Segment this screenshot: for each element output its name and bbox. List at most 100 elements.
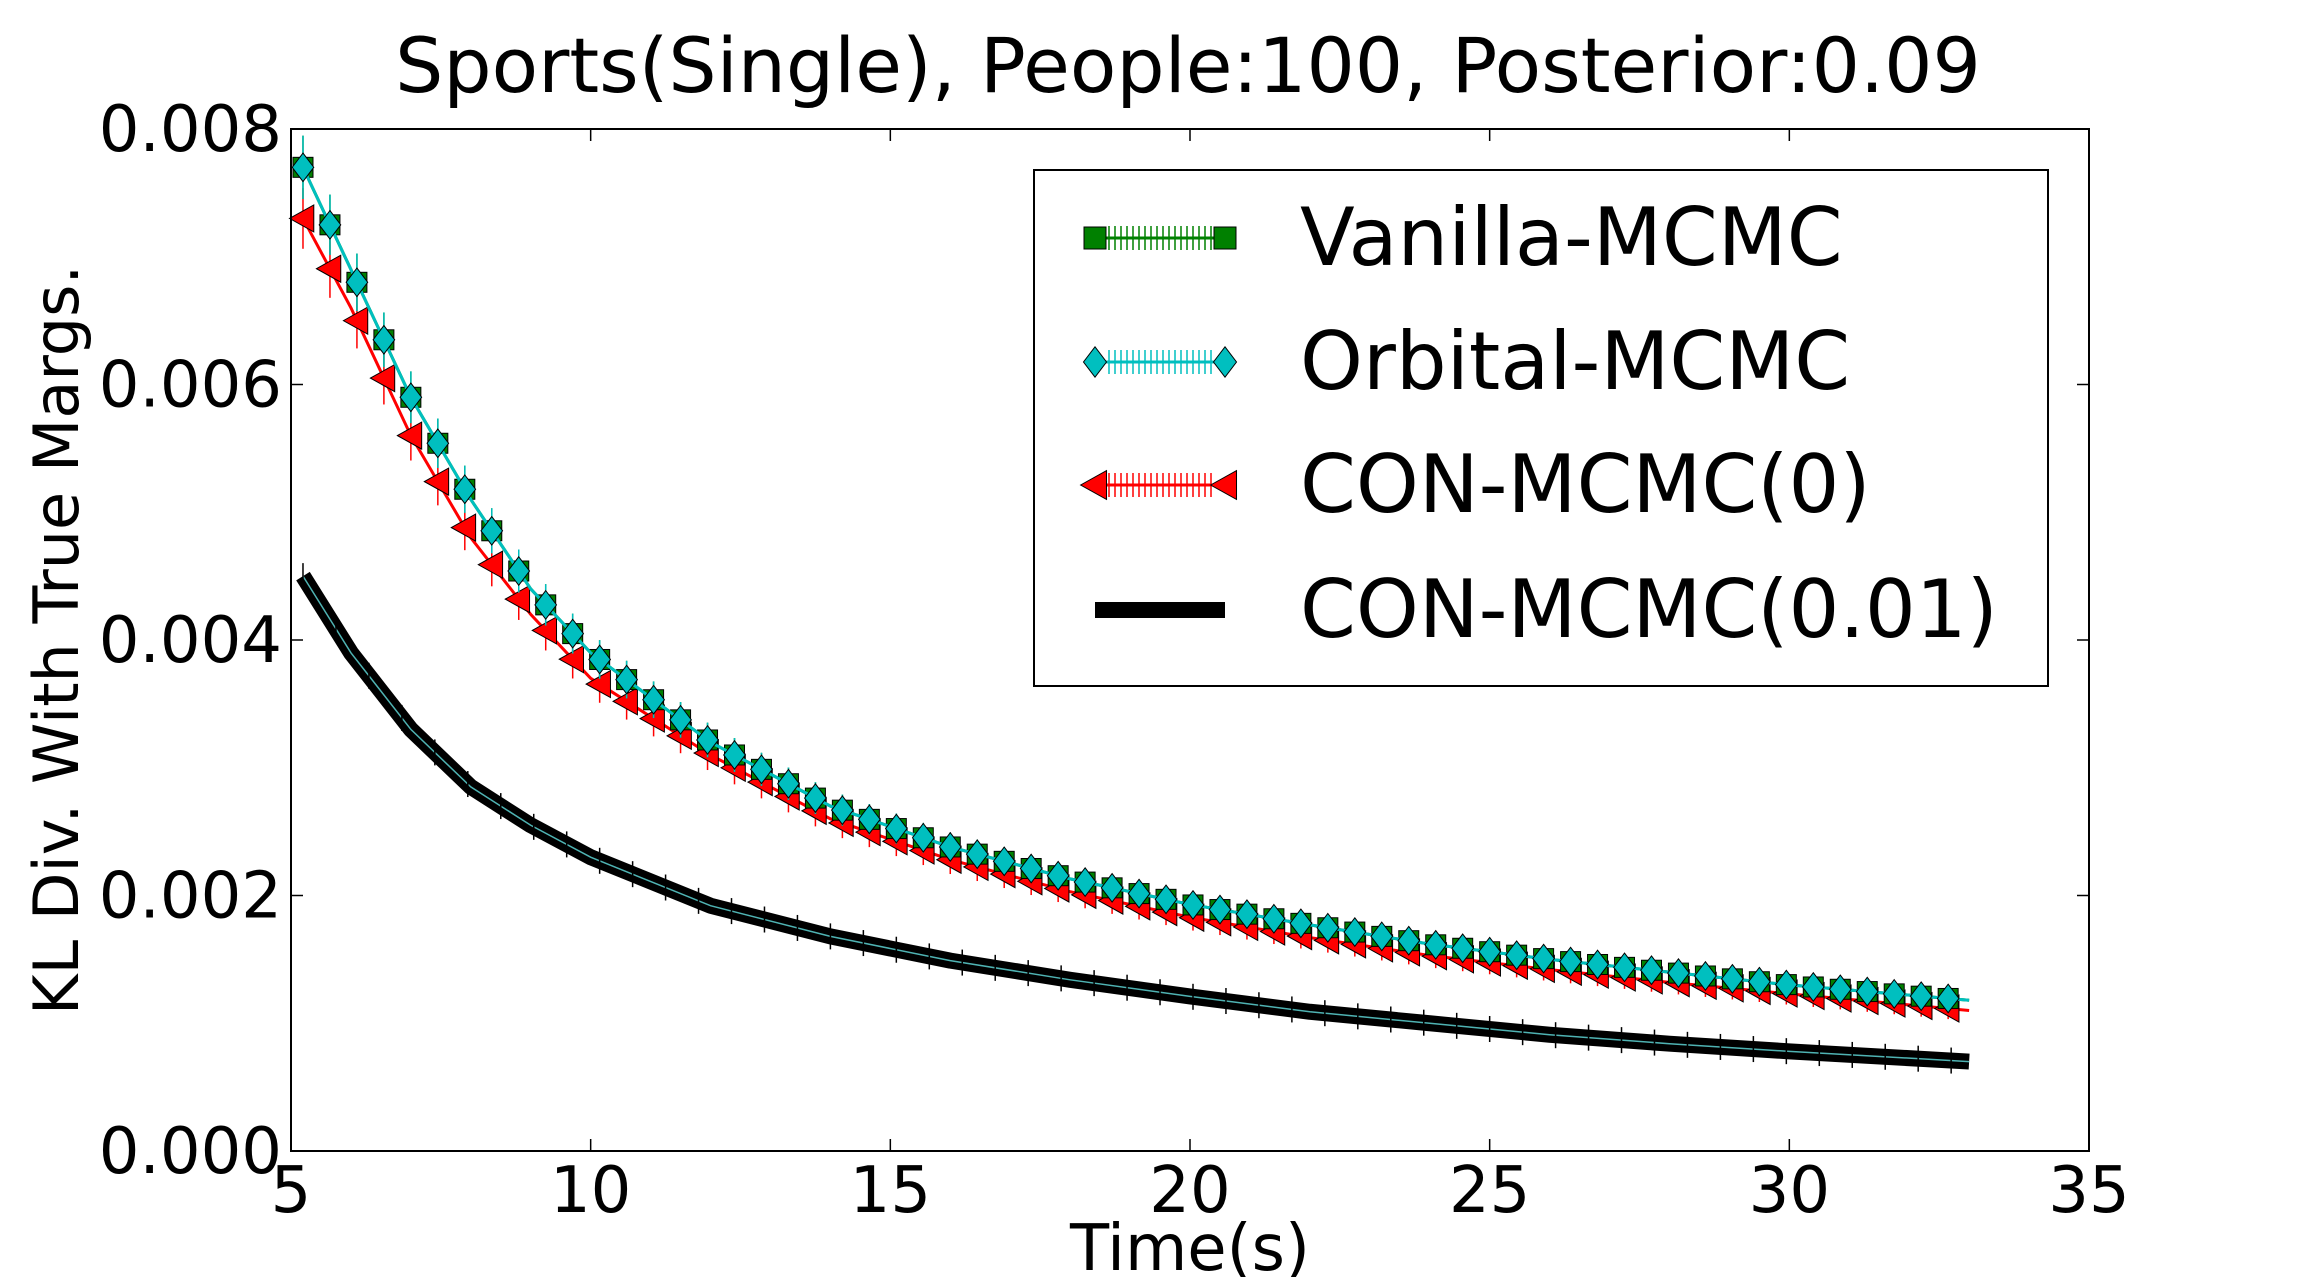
data-point [453,474,477,505]
data-point [669,704,692,735]
data-point [1640,955,1663,986]
data-point [291,152,315,183]
data-point [423,467,450,496]
data-point [1397,925,1421,956]
data-point [1532,943,1556,974]
y-tick-label: 0.002 [99,860,282,934]
series-con-mcmc-0-01- [296,563,1970,1074]
data-point [1505,940,1529,971]
data-point [1613,952,1636,983]
data-point [558,644,584,674]
data-point [399,382,423,413]
y-axis-label: KL Div. With True Margs. [20,265,93,1015]
data-point [1046,860,1070,891]
x-tick-label: 30 [1749,1154,1830,1228]
data-point [1720,963,1744,994]
data-point [504,584,531,614]
data-point [965,839,989,870]
data-point [1073,867,1097,898]
legend-item: CON-MCMC(0) [1079,438,1871,531]
x-tick-label: 5 [271,1154,312,1228]
data-point [1909,981,1933,1012]
data-point [642,684,666,715]
data-point [477,550,504,579]
data-point [1478,936,1502,967]
data-point [1801,971,1825,1003]
data-point [1667,958,1690,989]
legend-frame [1033,169,2049,687]
data-point [507,555,531,587]
data-point [1747,966,1771,997]
x-tick-label: 10 [550,1154,631,1228]
data-point [1262,903,1286,934]
data-point [1100,872,1124,903]
chart-title: Sports(Single), People:100, Posterior:0.… [395,21,1981,110]
series-line-highlight [302,575,1970,1063]
series-layer [288,135,1970,1074]
data-point [1370,921,1394,952]
data-point [426,428,450,459]
data-point [342,306,369,335]
data-point [857,804,881,835]
x-tick-label: 25 [1449,1154,1530,1228]
data-point [777,768,800,799]
data-point [1559,946,1583,977]
data-point [1424,929,1448,960]
x-tick-label: 35 [2048,1154,2129,1228]
data-point [1693,960,1717,992]
data-point [561,618,585,649]
data-point [803,783,827,814]
data-point [884,813,908,844]
legend-label: Orbital-MCMC [1300,315,1850,408]
data-point [992,846,1016,877]
data-point [1316,912,1340,943]
data-point [531,616,558,645]
x-tick-label: 15 [850,1154,931,1228]
x-axis: 5 10 15 20 25 30 35 [271,129,2130,1228]
data-point [588,644,612,675]
data-point [396,421,423,450]
y-tick-label: 0.004 [99,604,282,678]
legend-label: CON-MCMC(0) [1300,438,1871,531]
data-point [612,686,638,716]
data-point [1181,889,1205,921]
data-point [615,664,639,695]
data-point [585,669,611,699]
legend-item: Orbital-MCMC [1082,315,1850,408]
data-point [1828,974,1852,1005]
data-point [315,254,342,284]
series-orbital-mcmc [291,135,1970,1014]
data-point [1127,878,1151,909]
data-point [1154,884,1178,915]
y-tick-label: 0.006 [99,349,282,423]
data-point [1936,983,1960,1014]
legend-item: CON-MCMC(0.01) [1095,563,1998,656]
legend-label: Vanilla-MCMC [1300,191,1843,284]
legend-marker [1213,226,1237,250]
data-point [1774,969,1798,1000]
data-point [1855,976,1879,1007]
data-point [480,515,504,546]
data-point [345,267,369,298]
data-point [911,822,935,853]
x-tick-label: 20 [1149,1154,1230,1228]
y-tick-label: 0.008 [99,93,282,167]
data-point [1019,853,1043,884]
data-point [830,795,854,826]
data-point [1882,978,1906,1009]
legend-marker [1079,469,1108,501]
data-point [1343,916,1367,948]
legend: Vanilla-MCMC Orbital-MCMC CON-MCMC(0) CON-M… [1033,169,2049,687]
data-point [1451,933,1475,964]
data-point [534,589,558,620]
legend-marker [1083,226,1107,250]
data-point [1289,908,1313,939]
data-point [1586,949,1609,980]
y-tick-label: 0.000 [99,1115,282,1189]
x-axis-label: Time(s) [1069,1212,1310,1277]
data-point [369,363,396,393]
data-point [938,831,962,863]
data-point [1208,894,1232,925]
legend-label: CON-MCMC(0.01) [1300,563,1998,656]
